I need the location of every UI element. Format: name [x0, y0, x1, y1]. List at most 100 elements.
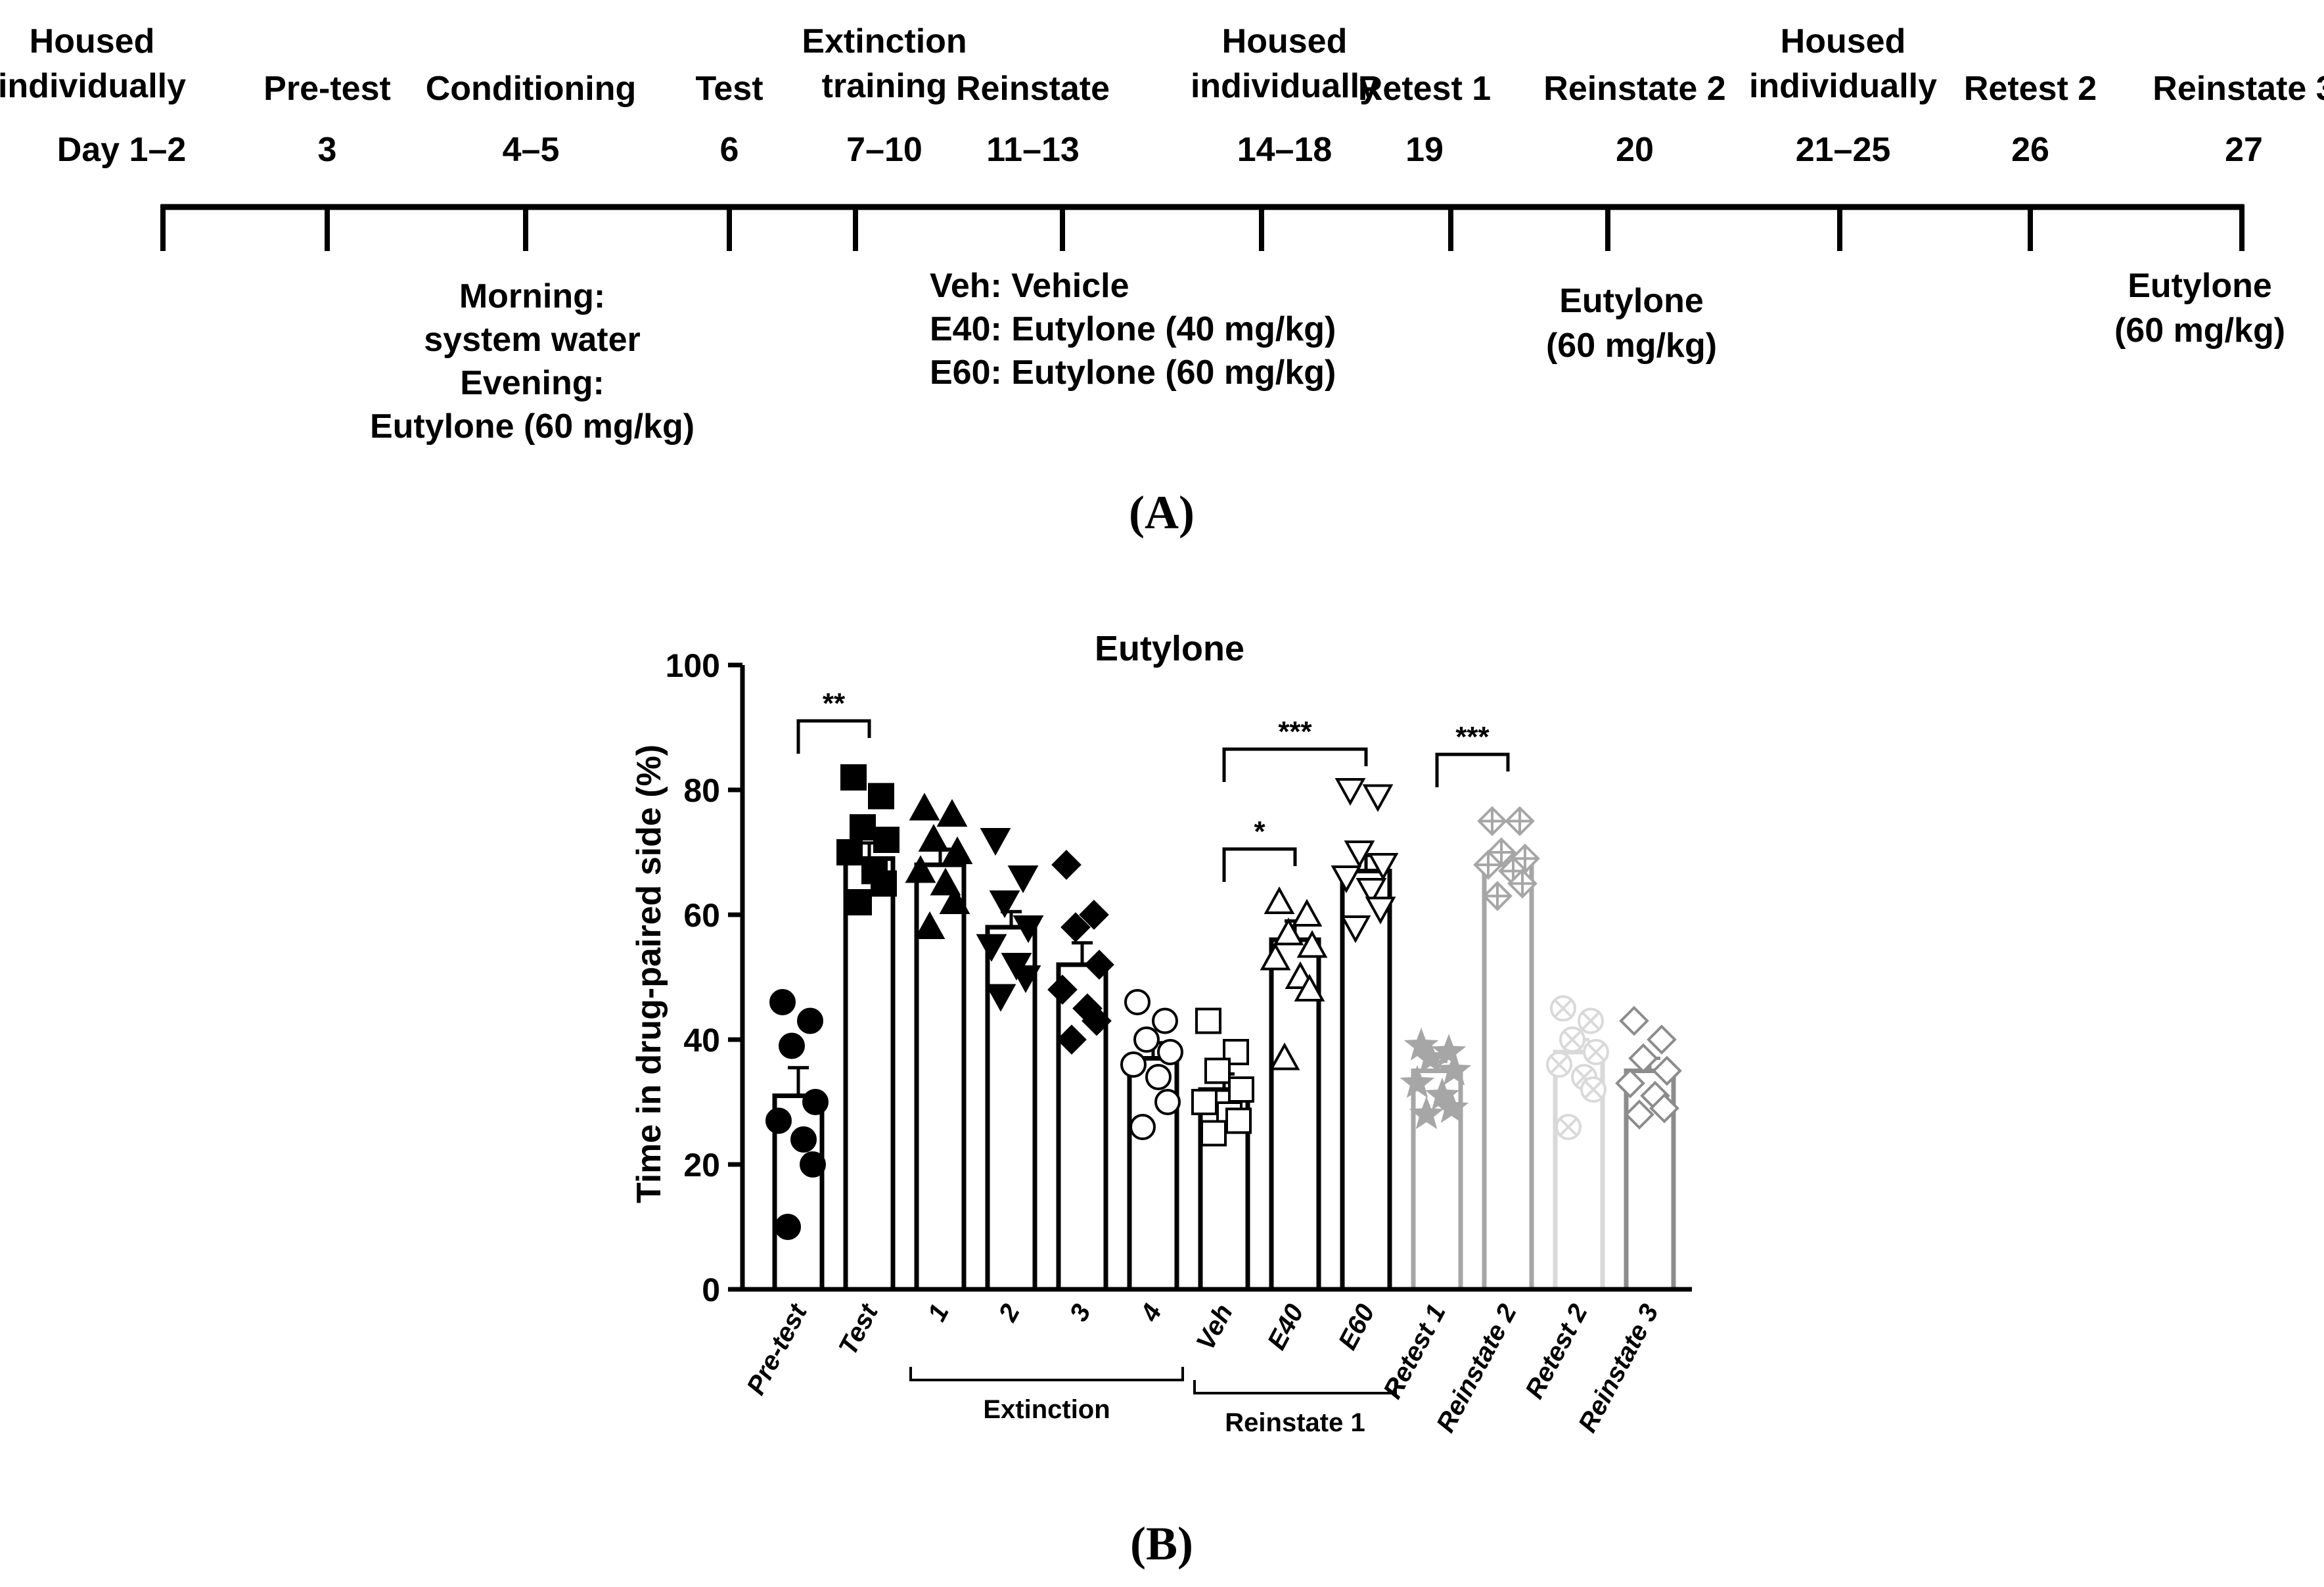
data-point: [1079, 900, 1109, 930]
data-point: [1649, 1093, 1679, 1124]
note-line: Evening:: [460, 364, 604, 402]
data-point: [1057, 1024, 1087, 1055]
x-tick-label: 1: [923, 1300, 955, 1326]
data-point: [918, 823, 949, 852]
stage-label: Reinstate 3: [2153, 70, 2324, 108]
group-bracket: Extinction: [909, 1367, 1184, 1424]
reinstate2-note: Eutylone (60 mg/kg): [1546, 282, 1717, 365]
note-line: system water: [424, 321, 641, 359]
data-point: [1124, 989, 1151, 1015]
stage-label: individually: [1191, 67, 1378, 105]
data-point: [1010, 965, 1041, 994]
data-point: [1365, 896, 1396, 925]
group-line: [1193, 1380, 1397, 1394]
data-point: [1334, 778, 1366, 806]
data-points: [765, 764, 1682, 1240]
data-point: [775, 1214, 801, 1240]
data-point: [914, 911, 946, 939]
data-point: [1619, 1005, 1649, 1036]
point-series: [1546, 995, 1609, 1140]
timeline-stage: Reinstate 2 20: [1543, 70, 1726, 251]
point-series: [1331, 778, 1399, 944]
x-tick-label: E60: [1333, 1300, 1380, 1354]
bracket-line: [1222, 747, 1368, 782]
chart-panel: Eutylone Time in drug-paired side (%) 0 2…: [630, 629, 1692, 1437]
stage-day: 11–13: [986, 131, 1080, 169]
x-tick-label: 4: [1135, 1300, 1168, 1327]
marker-cross: [1479, 808, 1505, 835]
timeline-panel: Housed individually Day 1–2 Pre-test 3 Condit…: [0, 22, 2324, 446]
data-point: [873, 827, 900, 853]
timeline-stage: Pre-test 3: [263, 70, 391, 251]
marker-cross: [1563, 1030, 1582, 1049]
conditioning-note: Morning: system water Evening: Eutylone (60…: [370, 277, 695, 446]
data-point: [1060, 912, 1091, 942]
point-series: [905, 793, 973, 939]
data-point: [1291, 898, 1323, 927]
stage-day: 19: [1405, 131, 1444, 169]
data-point: [1204, 1057, 1231, 1084]
x-tick-label: 3: [1064, 1300, 1097, 1326]
data-point: [985, 984, 1016, 1012]
stage-day: Day 1–2: [57, 131, 187, 169]
stage-label: Conditioning: [426, 70, 637, 108]
x-tick-label: Retest 1: [1378, 1300, 1451, 1404]
data-point: [936, 798, 968, 827]
marker-cross: [1484, 883, 1511, 909]
data-point: [1344, 840, 1375, 869]
stage-label: Reinstate: [956, 70, 1110, 108]
stage-label: Housed: [1781, 22, 1906, 60]
bar: [1482, 862, 1534, 1292]
significance-label: ***: [1455, 721, 1490, 753]
marker-cross: [1584, 1080, 1603, 1099]
data-point: [765, 1107, 792, 1134]
data-point: [1356, 878, 1387, 906]
x-tick-label: E40: [1262, 1300, 1310, 1354]
significance-brackets: ****** ***: [796, 687, 1510, 882]
data-point: [980, 828, 1011, 856]
point-series: [976, 828, 1044, 1012]
marker-cross: [1507, 808, 1533, 835]
stage-label: Pre-test: [263, 70, 391, 108]
data-point: [1362, 784, 1394, 812]
y-tick-label: 80: [683, 772, 720, 809]
data-point: [1145, 1064, 1172, 1090]
marker-cross: [1475, 852, 1501, 878]
data-point: [1195, 1007, 1221, 1034]
marker-cross: [1488, 839, 1515, 865]
data-point: [1154, 1089, 1181, 1115]
group-label: Extinction: [983, 1395, 1110, 1424]
group-brackets: Extinction Reinstate 1: [909, 1367, 1397, 1437]
note-line: Morning:: [459, 277, 605, 315]
marker-cross: [1509, 870, 1536, 897]
x-tick-label: Pre-test: [741, 1299, 813, 1400]
y-tick-label: 0: [702, 1272, 720, 1308]
y-tick-label: 60: [683, 897, 720, 934]
data-point: [1652, 1055, 1682, 1086]
data-point: [1273, 917, 1304, 946]
x-tick-label: Retest 2: [1520, 1300, 1593, 1404]
data-point: [1157, 1039, 1183, 1065]
significance-label: ***: [1278, 716, 1312, 748]
stage-day: 20: [1616, 131, 1654, 169]
data-point: [800, 1151, 826, 1178]
reinstate3-note: Eutylone (60 mg/kg): [2114, 267, 2285, 350]
data-point: [1367, 853, 1399, 881]
stage-label: Retest 1: [1358, 70, 1491, 108]
data-point: [1436, 1052, 1472, 1086]
data-point: [1047, 975, 1078, 1005]
x-tick-label: Veh: [1191, 1300, 1239, 1355]
chart-title: Eutylone: [1095, 629, 1244, 668]
stage-day: 3: [318, 131, 337, 169]
note-line: Eutylone: [2128, 267, 2272, 305]
stage-day: 14–18: [1237, 131, 1333, 169]
data-point: [797, 1007, 823, 1034]
data-point: [909, 793, 940, 821]
stage-label: Test: [695, 70, 763, 108]
significance-label: **: [823, 687, 846, 720]
data-point: [1200, 1120, 1227, 1147]
y-tick-label: 40: [683, 1022, 720, 1059]
timeline-stage: Housed individually 14–18: [1191, 22, 1378, 251]
data-point: [868, 783, 894, 810]
timeline-stage: Retest 2 26: [1964, 70, 2097, 251]
